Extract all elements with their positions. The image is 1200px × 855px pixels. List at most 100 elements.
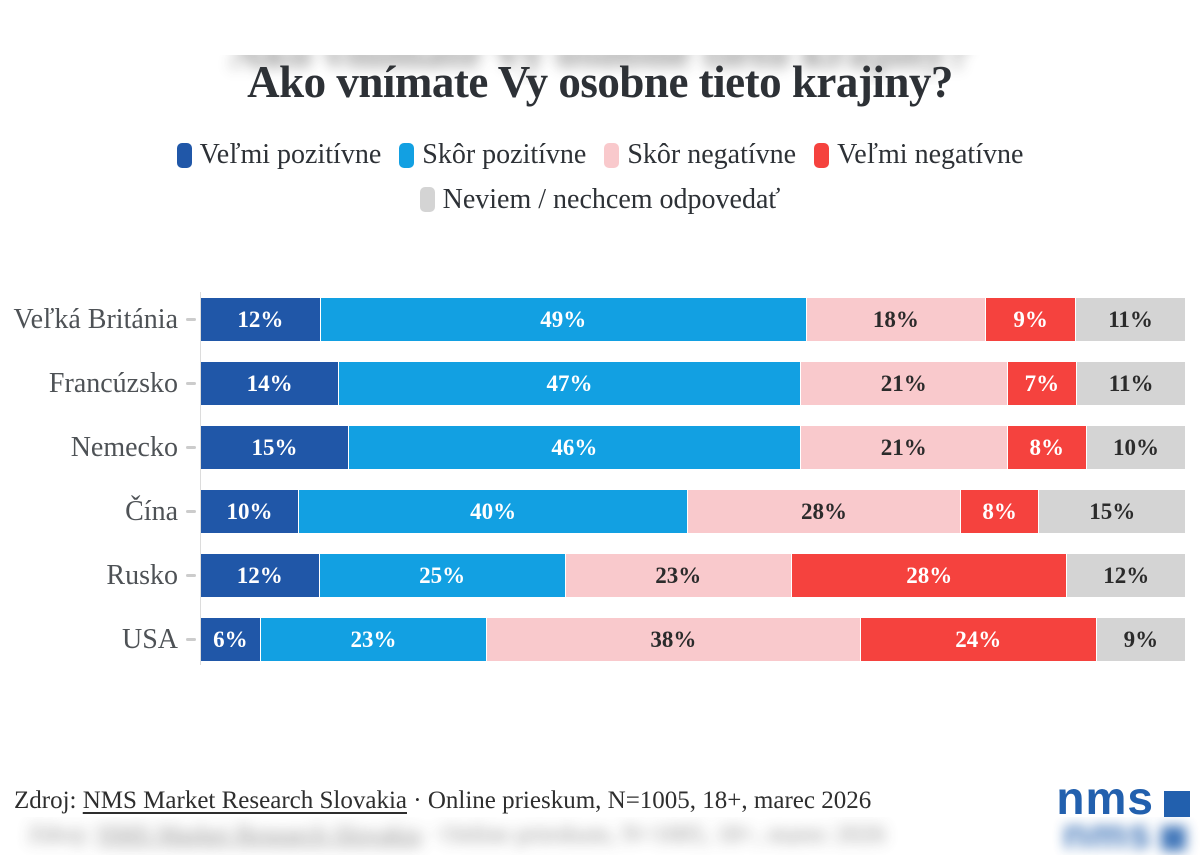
nms-logo-text: nms bbox=[1056, 772, 1154, 825]
bar-segment: 7% bbox=[1006, 362, 1077, 405]
legend-label: Veľmi pozitívne bbox=[199, 139, 382, 170]
bar-segments: 12% 49% 18% 9% 11% bbox=[201, 298, 1185, 341]
legend-swatch-icon bbox=[814, 142, 830, 168]
chart-legend: Veľmi pozitívne Skôr pozitívne Skôr negatí… bbox=[60, 135, 1140, 224]
bar-value-label: 10% bbox=[226, 498, 273, 524]
legend-label: Skôr negatívne bbox=[627, 139, 797, 170]
bar-value-label: 9% bbox=[1013, 306, 1048, 332]
bar-segment: 10% bbox=[201, 490, 299, 533]
bar-value-label: 11% bbox=[1108, 306, 1153, 332]
top-blur-title-ghost: Ako vnímate Vy osobne tieto krajiny? bbox=[0, 55, 1200, 78]
chart-row: USA 6% 23% 38% 24% 9% bbox=[0, 618, 1186, 661]
bar-segment: 8% bbox=[1006, 426, 1086, 469]
axis-tick bbox=[186, 574, 196, 577]
bar-value-label: 25% bbox=[419, 562, 466, 588]
bar-value-label: 28% bbox=[906, 562, 953, 588]
bottom-blur-footer-ghost: Zdroj: NMS Market Research Slovakia · On… bbox=[28, 821, 886, 848]
bar-value-label: 12% bbox=[236, 562, 283, 588]
legend-swatch-icon bbox=[399, 142, 415, 168]
bar-value-label: 47% bbox=[546, 370, 593, 396]
bar-value-label: 40% bbox=[470, 498, 517, 524]
bar-value-label: 23% bbox=[655, 562, 702, 588]
category-label: USA bbox=[121, 623, 178, 655]
bar-value-label: 21% bbox=[880, 434, 927, 460]
legend-item: Neviem / nechcem odpovedať bbox=[419, 180, 781, 220]
bar-value-label: 38% bbox=[650, 626, 697, 652]
category-label: Nemecko bbox=[70, 431, 178, 463]
bar-value-label: 24% bbox=[955, 626, 1002, 652]
axis-tick bbox=[186, 446, 196, 449]
bar-value-label: 18% bbox=[872, 306, 919, 332]
bar-segment: 21% bbox=[799, 362, 1007, 405]
nms-logo: nms bbox=[1056, 772, 1190, 825]
bar-segment: 15% bbox=[1038, 490, 1186, 533]
bar-value-label: 12% bbox=[237, 306, 284, 332]
legend-swatch-icon bbox=[176, 142, 192, 168]
axis-tick bbox=[186, 382, 196, 385]
bar-value-label: 15% bbox=[1089, 498, 1136, 524]
bar-segment: 12% bbox=[201, 298, 320, 341]
bar-segment: 28% bbox=[687, 490, 960, 533]
axis-tick bbox=[186, 638, 196, 641]
legend-label: Skôr pozitívne bbox=[422, 139, 587, 170]
nms-logo-square-icon bbox=[1164, 791, 1190, 817]
bar-segment: 24% bbox=[859, 618, 1096, 661]
bar-segment: 21% bbox=[799, 426, 1007, 469]
bar-segment: 38% bbox=[486, 618, 860, 661]
chart-row: Veľká Británia 12% 49% 18% 9% 11% bbox=[0, 298, 1185, 341]
bottom-blur-artifact: Zdroj: NMS Market Research Slovakia · On… bbox=[0, 817, 1200, 855]
bar-segment: 28% bbox=[791, 554, 1067, 597]
bar-segment: 12% bbox=[1066, 554, 1185, 597]
bar-segment: 49% bbox=[319, 298, 806, 341]
bar-value-label: 15% bbox=[251, 434, 298, 460]
bar-value-label: 10% bbox=[1113, 434, 1159, 460]
legend-item: Veľmi negatívne bbox=[814, 135, 1023, 175]
bar-value-label: 23% bbox=[350, 626, 397, 652]
bar-segment: 11% bbox=[1075, 298, 1185, 341]
legend-item: Skôr pozitívne bbox=[399, 135, 586, 175]
category-label: Francúzsko bbox=[48, 367, 178, 399]
bar-segment: 25% bbox=[318, 554, 565, 597]
legend-swatch-icon bbox=[419, 187, 435, 212]
category-label: Rusko bbox=[106, 559, 178, 591]
bar-segment: 23% bbox=[259, 618, 487, 661]
bar-value-label: 12% bbox=[1103, 562, 1150, 588]
bar-segment: 18% bbox=[805, 298, 986, 341]
legend-label: Neviem / nechcem odpovedať bbox=[442, 183, 781, 215]
bar-value-label: 6% bbox=[213, 626, 248, 652]
source-footer: Zdroj: NMS Market Research Slovakia · On… bbox=[14, 787, 871, 815]
bar-value-label: 9% bbox=[1123, 626, 1159, 652]
bar-segment: 46% bbox=[348, 426, 800, 469]
axis-tick bbox=[186, 510, 196, 513]
source-link[interactable]: NMS Market Research Slovakia bbox=[82, 787, 407, 814]
stacked-bar-chart: Veľká Británia 12% 49% 18% 9% 11% Francúzsko 14… bbox=[0, 292, 1200, 665]
source-prefix: Zdroj: bbox=[14, 787, 83, 814]
bar-segment: 14% bbox=[201, 362, 339, 405]
chart-row: Rusko 12% 25% 23% 28% 12% bbox=[0, 554, 1185, 597]
bar-segment: 9% bbox=[1095, 618, 1186, 661]
bar-value-label: 46% bbox=[551, 434, 598, 460]
axis-tick bbox=[186, 318, 196, 321]
bar-segment: 6% bbox=[201, 618, 260, 661]
bar-value-label: 8% bbox=[1029, 434, 1065, 460]
bar-segment: 12% bbox=[201, 554, 319, 597]
top-blur-artifact: Ako vnímate Vy osobne tieto krajiny? bbox=[0, 55, 1200, 85]
bar-value-label: 7% bbox=[1024, 370, 1060, 396]
bar-segments: 14% 47% 21% 7% 11% bbox=[201, 362, 1185, 405]
bar-value-label: 49% bbox=[540, 306, 587, 332]
category-label: Veľká Británia bbox=[13, 303, 178, 335]
chart-row: Čína 10% 40% 28% 8% 15% bbox=[0, 490, 1186, 533]
bar-segment: 9% bbox=[985, 298, 1076, 341]
bar-segments: 6% 23% 38% 24% 9% bbox=[201, 618, 1186, 661]
legend-label: Veľmi negatívne bbox=[837, 139, 1024, 170]
bar-segments: 10% 40% 28% 8% 15% bbox=[201, 490, 1186, 533]
legend-swatch-icon bbox=[604, 142, 620, 168]
source-suffix: Online prieskum, N=1005, 18+, marec 2026 bbox=[427, 787, 872, 814]
page-title: Ako vnímate Vy osobne tieto krajiny? bbox=[247, 57, 953, 107]
bar-segment: 23% bbox=[564, 554, 791, 597]
chart-row: Francúzsko 14% 47% 21% 7% 11% bbox=[0, 362, 1185, 405]
legend-item: Skôr negatívne bbox=[604, 135, 796, 175]
bar-value-label: 21% bbox=[880, 370, 927, 396]
bar-value-label: 28% bbox=[801, 498, 847, 524]
bar-segment: 8% bbox=[959, 490, 1039, 533]
